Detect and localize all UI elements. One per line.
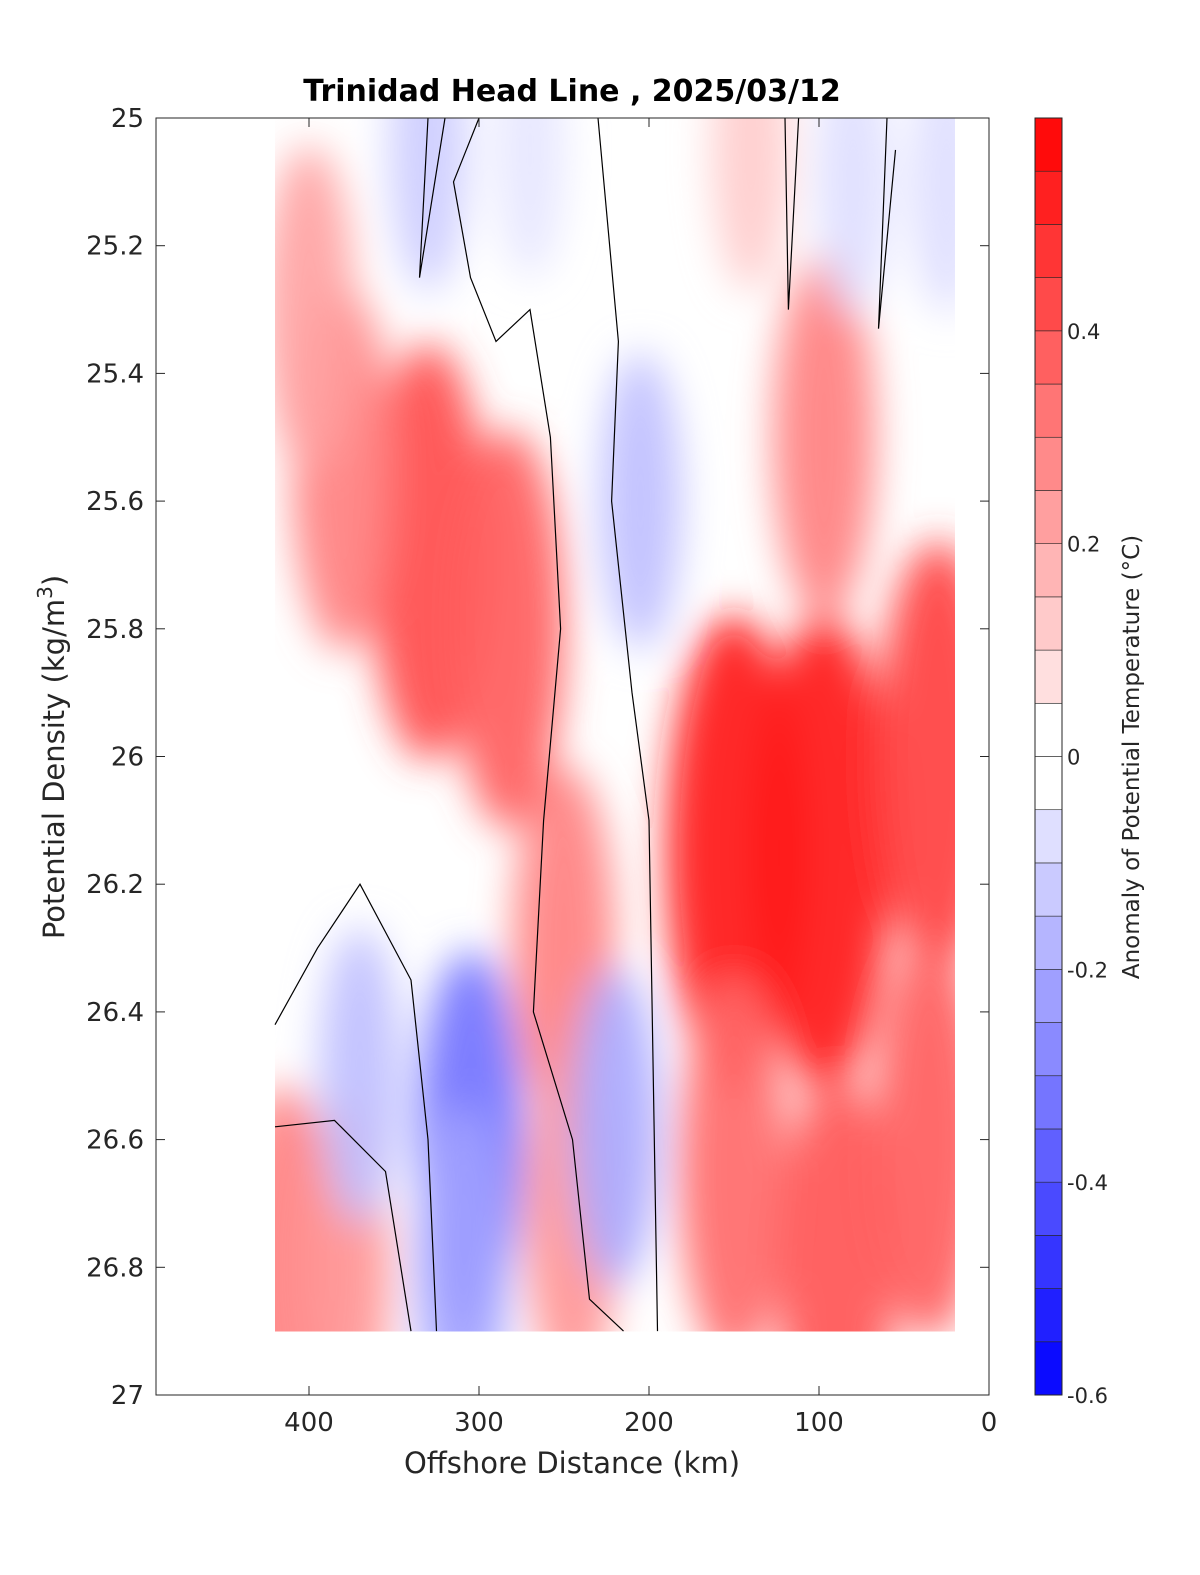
colorbar-level — [1034, 224, 1063, 278]
colorbar-level — [1034, 1022, 1063, 1077]
anomaly-feature-7 — [679, 978, 789, 1332]
colorbar-level — [1034, 117, 1063, 172]
x-tick-label: 200 — [624, 1408, 674, 1438]
colorbar-level — [1034, 809, 1063, 864]
y-tick-label: 25.8 — [86, 615, 144, 645]
zero-contour-1 — [452, 117, 624, 1332]
anomaly-feature-2 — [275, 145, 355, 474]
colorbar-level — [1034, 330, 1063, 385]
y-tick-label: 27 — [111, 1381, 144, 1411]
colorbar-level — [1034, 383, 1063, 438]
colorbar-tick-label: 0 — [1067, 746, 1080, 770]
zero-contour-0 — [418, 117, 446, 278]
zero-contour-4 — [274, 1119, 412, 1332]
anomaly-feature-8 — [756, 614, 893, 1091]
anomaly-feature-10 — [778, 1075, 894, 1332]
colorbar-level — [1034, 1288, 1063, 1343]
colorbar-level — [1034, 170, 1063, 225]
colorbar-tick-label: 0.2 — [1067, 533, 1100, 557]
colorbar-level — [1034, 969, 1063, 1023]
colorbar-tick-label: -0.6 — [1067, 1384, 1108, 1408]
colorbar-level — [1034, 756, 1063, 811]
zero-contour-3 — [274, 883, 438, 1332]
colorbar-title: Anomaly of Potential Temperature (°C) — [1119, 535, 1145, 979]
x-tick-label: 300 — [454, 1408, 504, 1438]
anomaly-feature-9 — [773, 255, 876, 620]
y-axis-title: Potential Density (kg/m3) — [33, 575, 71, 939]
zero-contour-5 — [784, 117, 800, 310]
colorbar-level — [1034, 1181, 1063, 1236]
y-tick-label: 26.2 — [86, 870, 144, 900]
y-tick-label: 25.2 — [86, 232, 144, 262]
x-axis-title: Offshore Distance (km) — [404, 1446, 740, 1480]
colorbar-level — [1034, 862, 1063, 917]
y-axis: 25 25.2 25.4 25.6 25.8 26 26.2 26.4 26.6 26.8 27 — [86, 104, 989, 1411]
colorbar: 0.4 0.2 0 -0.2 -0.4 -0.6 — [1034, 117, 1108, 1408]
colorbar-tick-label: -0.4 — [1067, 1171, 1108, 1195]
anomaly-feature-23 — [816, 118, 890, 315]
anomaly-feature-24 — [910, 118, 955, 315]
x-tick-label: 0 — [981, 1408, 998, 1438]
zero-contour-2 — [597, 117, 659, 1332]
x-tick-label: 100 — [794, 1408, 844, 1438]
colorbar-tick-label: 0.4 — [1067, 320, 1100, 344]
y-tick-label: 25 — [111, 104, 144, 134]
x-axis: 400 300 200 100 0 — [284, 118, 997, 1438]
colorbar-level — [1034, 915, 1063, 970]
colorbar-tick-label: -0.2 — [1067, 958, 1108, 982]
y-tick-label: 25.4 — [86, 359, 144, 389]
colorbar-level — [1034, 277, 1063, 332]
anomaly-field — [275, 118, 955, 1332]
colorbar-level — [1034, 649, 1063, 704]
anomaly-feature-13 — [712, 118, 790, 292]
colorbar-level — [1034, 436, 1063, 491]
anomaly-feature-3 — [451, 428, 565, 829]
anomaly-feature-17 — [416, 1103, 508, 1332]
zero-contours — [274, 117, 897, 1332]
chart-title: Trinidad Head Line , 2025/03/12 — [303, 74, 840, 109]
colorbar-level — [1034, 1075, 1063, 1130]
colorbar-level — [1034, 1235, 1063, 1289]
y-tick-label: 26.6 — [86, 1126, 144, 1156]
colorbar-level — [1034, 596, 1063, 651]
y-tick-label: 26 — [111, 743, 144, 773]
x-tick-label: 400 — [284, 1408, 334, 1438]
anomaly-feature-19 — [389, 118, 467, 292]
colorbar-level — [1034, 702, 1063, 757]
zero-contour-6 — [877, 117, 897, 329]
y-tick-label: 25.6 — [86, 487, 144, 517]
colorbar-level — [1034, 1341, 1063, 1396]
anomaly-feature-18 — [319, 927, 401, 1225]
anomaly-feature-21 — [570, 967, 660, 1287]
anomaly-feature-12 — [873, 939, 955, 1332]
anomaly-feature-11 — [876, 541, 955, 972]
y-tick-label: 26.4 — [86, 998, 144, 1028]
colorbar-level — [1034, 490, 1063, 544]
colorbar-level — [1034, 543, 1063, 598]
colorbar-level — [1034, 1128, 1063, 1183]
y-tick-label: 26.8 — [86, 1253, 144, 1283]
anomaly-feature-22 — [495, 118, 565, 279]
